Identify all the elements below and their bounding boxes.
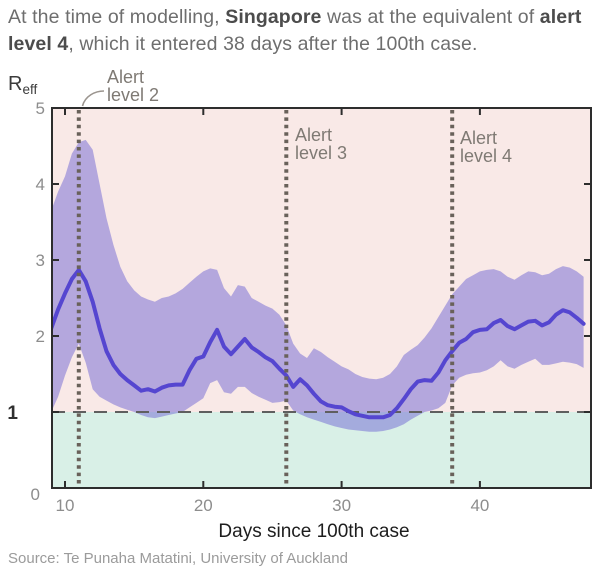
headline-country: Singapore: [225, 6, 322, 28]
alert-2-connector-line: [81, 90, 105, 107]
y-tick-label-4: 4: [36, 175, 45, 194]
x-tick-label-40: 40: [470, 496, 489, 515]
reff-chart: 10 20 30 40 0 1 2 3 4 5 Days since 100th case Reff A…: [7, 67, 592, 542]
y-axis-label-main: R: [8, 73, 22, 95]
alert-annotation-2-line1: Alert: [107, 67, 144, 87]
y-tick-label-0: 0: [31, 485, 40, 504]
headline-alert-level: alert level 4: [8, 6, 582, 55]
alert-annotation-4-line1: Alert: [460, 128, 497, 148]
x-axis-label: Days since 100th case: [218, 521, 409, 542]
credible-interval-band: [52, 139, 584, 432]
y-tick-label-3: 3: [36, 251, 45, 270]
y-axis-label-subscript: eff: [22, 82, 37, 97]
x-tick-label-20: 20: [194, 496, 213, 515]
y-tick-label-1: 1: [7, 403, 18, 424]
source-attribution: Source: Te Punaha Matatini, University o…: [8, 550, 348, 567]
reff-median-line: [52, 267, 586, 420]
headline-text-2: was at the equivalent of: [321, 6, 540, 28]
alert-annotation-3-line2: level 3: [295, 143, 347, 163]
x-tick-label-30: 30: [332, 496, 351, 515]
headline: At the time of modelling, Singapore was …: [8, 4, 592, 58]
y-tick-label-2: 2: [36, 327, 45, 346]
plot-frame: [51, 107, 592, 489]
y-axis-label: Reff: [8, 73, 37, 97]
alert-annotation-3-line1: Alert: [295, 125, 332, 145]
alert-annotation-2-line2: level 2: [107, 85, 159, 105]
headline-text-1: At the time of modelling,: [8, 6, 226, 28]
alert-annotation-4-line2: level 4: [460, 146, 512, 166]
region-below-threshold: [52, 412, 591, 488]
headline-text-3: , which it entered 38 days after the 100…: [68, 33, 478, 55]
x-tick-label-10: 10: [56, 496, 75, 515]
y-tick-label-5: 5: [36, 99, 45, 118]
